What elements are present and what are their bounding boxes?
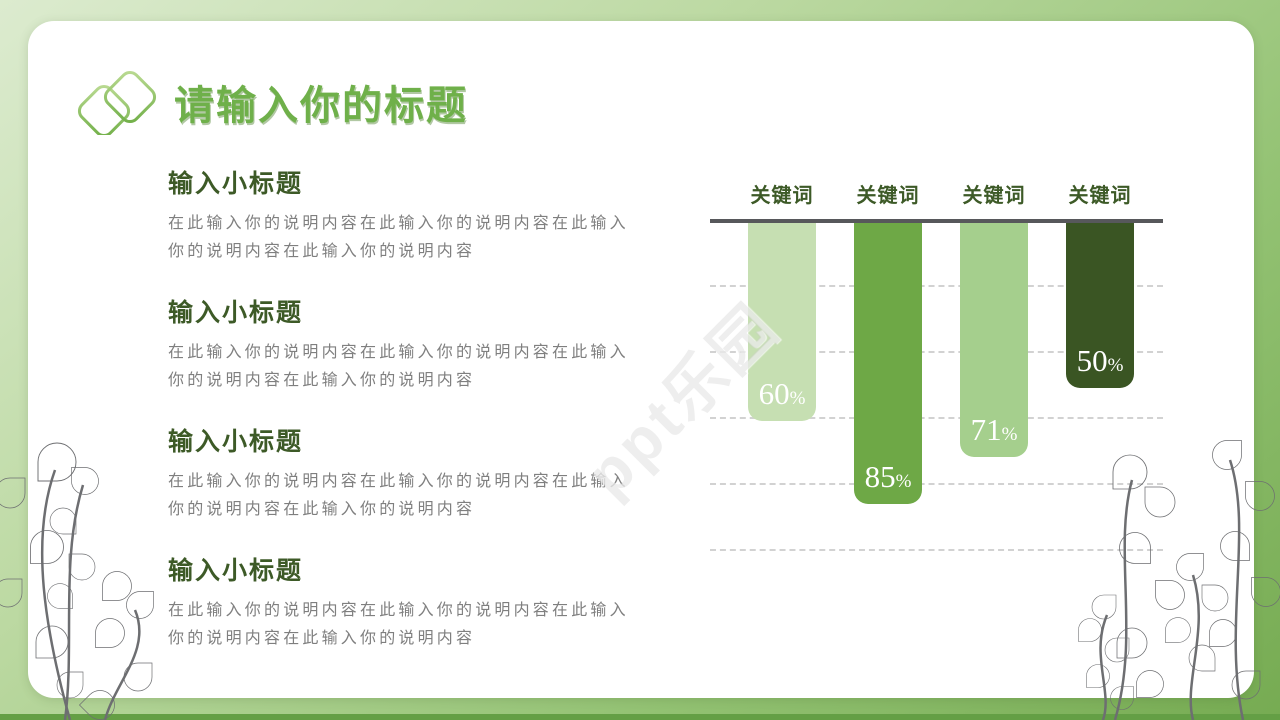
bar-value-label: 60%: [758, 376, 806, 411]
sections: 输入小标题 在此输入你的说明内容在此输入你的说明内容在此输入你的说明内容在此输入…: [168, 164, 646, 680]
stem: [1189, 574, 1200, 720]
section-heading: 输入小标题: [168, 170, 304, 198]
chart-bar: 60%: [748, 223, 816, 421]
stem: [63, 484, 85, 720]
bar-value-label: 71%: [970, 412, 1018, 447]
stem: [40, 469, 72, 720]
chart-baseline: [710, 219, 1163, 223]
keyword-bar-chart: 关键词 关键词 关键词 关键词 60% 85% 71% 50%: [710, 171, 1163, 571]
chart-category-label: 关键词: [1068, 185, 1132, 207]
section-heading: 输入小标题: [168, 557, 304, 585]
chart-category-label: 关键词: [962, 185, 1026, 207]
gridline: [710, 351, 1163, 353]
plant-decoration-left: [0, 442, 154, 720]
stem: [1228, 459, 1245, 720]
gridline: [710, 417, 1163, 419]
overlapping-diamonds-icon: [77, 70, 157, 135]
section-body: 在此输入你的说明内容在此输入你的说明内容在此输入你的说明内容在此输入你的说明内容: [168, 344, 629, 389]
section-heading: 输入小标题: [168, 428, 304, 456]
section-heading: 输入小标题: [168, 299, 304, 327]
bar-value-label: 85%: [864, 459, 912, 494]
gridline: [710, 549, 1163, 551]
section-body: 在此输入你的说明内容在此输入你的说明内容在此输入你的说明内容在此输入你的说明内容: [168, 215, 629, 260]
chart-category-label: 关键词: [750, 185, 814, 207]
section-body: 在此输入你的说明内容在此输入你的说明内容在此输入你的说明内容在此输入你的说明内容: [168, 473, 629, 518]
gridline: [710, 285, 1163, 287]
section-body: 在此输入你的说明内容在此输入你的说明内容在此输入你的说明内容在此输入你的说明内容: [168, 602, 629, 647]
chart-bar: 50%: [1066, 223, 1134, 388]
chart-bar: 71%: [960, 223, 1028, 457]
stem: [103, 609, 141, 720]
gridline: [710, 483, 1163, 485]
text-section: 输入小标题 在此输入你的说明内容在此输入你的说明内容在此输入你的说明内容在此输入…: [168, 293, 646, 395]
stem: [1113, 479, 1134, 720]
bottom-edge-strip: [0, 714, 1280, 720]
plant-decoration-right: [1078, 440, 1280, 720]
bar-value-label: 50%: [1076, 343, 1124, 378]
chart-category-label: 关键词: [856, 185, 920, 207]
text-section: 输入小标题 在此输入你的说明内容在此输入你的说明内容在此输入你的说明内容在此输入…: [168, 422, 646, 524]
chart-bar: 85%: [854, 223, 922, 504]
text-section: 输入小标题 在此输入你的说明内容在此输入你的说明内容在此输入你的说明内容在此输入…: [168, 164, 646, 266]
content-card: 请输入你的标题 输入小标题 在此输入你的说明内容在此输入你的说明内容在此输入你的…: [28, 21, 1254, 698]
slide-header: 请输入你的标题: [72, 69, 468, 135]
page-title: 请输入你的标题: [174, 84, 468, 128]
text-section: 输入小标题 在此输入你的说明内容在此输入你的说明内容在此输入你的说明内容在此输入…: [168, 551, 646, 653]
stem: [1099, 614, 1109, 720]
